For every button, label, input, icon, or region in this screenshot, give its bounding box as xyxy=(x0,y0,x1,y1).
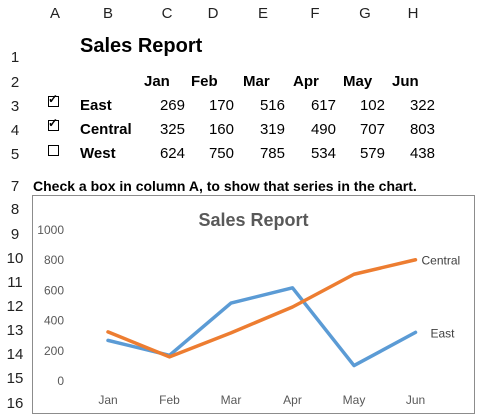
row-header-8[interactable]: 8 xyxy=(10,200,20,218)
x-tick-label: Feb xyxy=(159,393,180,407)
row-header-7[interactable]: 7 xyxy=(10,177,20,195)
row-header-10[interactable]: 10 xyxy=(6,249,24,267)
west-value-may[interactable]: 579 xyxy=(359,145,385,162)
month-header-feb[interactable]: Feb xyxy=(191,73,218,90)
west-value-mar[interactable]: 785 xyxy=(259,145,285,162)
month-header-may[interactable]: May xyxy=(343,73,373,90)
series-line-central[interactable] xyxy=(106,257,418,359)
column-header-a[interactable]: A xyxy=(49,5,60,22)
row-header-4[interactable]: 4 xyxy=(10,121,20,139)
west-value-feb[interactable]: 750 xyxy=(208,145,234,162)
column-header-e[interactable]: E xyxy=(257,5,268,22)
column-header-f[interactable]: F xyxy=(310,5,320,22)
east-checkbox[interactable]: ✓ xyxy=(48,92,59,107)
column-header-g[interactable]: G xyxy=(359,5,371,22)
central-value-apr[interactable]: 490 xyxy=(310,121,336,138)
east-value-feb[interactable]: 170 xyxy=(208,97,234,114)
east-value-may[interactable]: 102 xyxy=(359,97,385,114)
y-tick-label: 600 xyxy=(44,283,64,297)
row-header-1[interactable]: 1 xyxy=(10,48,20,66)
x-tick-label: May xyxy=(343,393,366,407)
month-header-mar[interactable]: Mar xyxy=(243,73,270,90)
row-header-2[interactable]: 2 xyxy=(10,73,20,91)
x-tick-label: Jun xyxy=(406,393,425,407)
central-value-may[interactable]: 707 xyxy=(359,121,385,138)
east-value-mar[interactable]: 516 xyxy=(259,97,285,114)
series-label-central[interactable]: Central xyxy=(80,121,132,138)
check-mark-icon: ✓ xyxy=(48,92,59,106)
chart-title: Sales Report xyxy=(198,210,309,230)
row-header-11[interactable]: 11 xyxy=(7,273,23,291)
row-header-5[interactable]: 5 xyxy=(10,145,20,163)
row-header-9[interactable]: 9 xyxy=(10,225,20,243)
central-value-feb[interactable]: 160 xyxy=(208,121,234,138)
west-value-apr[interactable]: 534 xyxy=(310,145,336,162)
row-header-16[interactable]: 16 xyxy=(6,394,24,412)
east-value-apr[interactable]: 617 xyxy=(310,97,336,114)
check-mark-icon: ✓ xyxy=(48,116,59,130)
x-tick-label: Apr xyxy=(283,393,302,407)
x-tick-label: Jan xyxy=(98,393,117,407)
series-label-west[interactable]: West xyxy=(80,145,116,162)
row-header-3[interactable]: 3 xyxy=(10,97,20,115)
row-header-15[interactable]: 15 xyxy=(6,369,24,387)
series-label-central: Central xyxy=(422,254,461,268)
row-header-14[interactable]: 14 xyxy=(6,345,24,363)
column-header-c[interactable]: C xyxy=(161,5,173,22)
series-label-east: East xyxy=(431,326,456,340)
y-tick-label: 400 xyxy=(44,314,64,328)
month-header-jun[interactable]: Jun xyxy=(392,73,419,90)
y-tick-label: 800 xyxy=(44,253,64,267)
east-value-jun[interactable]: 322 xyxy=(409,97,435,114)
series-label-east[interactable]: East xyxy=(80,97,112,114)
west-value-jun[interactable]: 438 xyxy=(409,145,435,162)
central-value-jan[interactable]: 325 xyxy=(159,121,185,138)
chart-plot: 0 200 400 600 800 1000 Jan Feb Mar Apr May Jun East C… xyxy=(37,223,461,407)
x-tick-label: Mar xyxy=(221,393,242,407)
central-value-jun[interactable]: 803 xyxy=(409,121,435,138)
month-header-apr[interactable]: Apr xyxy=(293,73,319,90)
line-chart[interactable]: Sales Report 0 200 400 600 800 1000 Jan Feb Mar A… xyxy=(32,195,475,414)
series-line-east[interactable] xyxy=(106,286,418,368)
y-tick-label: 0 xyxy=(57,374,64,388)
row-header-12[interactable]: 12 xyxy=(6,297,24,315)
west-value-jan[interactable]: 624 xyxy=(159,145,185,162)
month-header-jan[interactable]: Jan xyxy=(144,73,170,90)
west-checkbox[interactable] xyxy=(48,145,59,156)
y-tick-label: 200 xyxy=(44,344,64,358)
central-value-mar[interactable]: 319 xyxy=(259,121,285,138)
central-checkbox[interactable]: ✓ xyxy=(48,116,59,131)
instruction-text[interactable]: Check a box in column A, to show that se… xyxy=(33,178,417,194)
column-header-h[interactable]: H xyxy=(407,5,419,22)
report-title[interactable]: Sales Report xyxy=(80,35,203,57)
column-header-b[interactable]: B xyxy=(102,5,113,22)
east-value-jan[interactable]: 269 xyxy=(159,97,185,114)
y-tick-label: 1000 xyxy=(37,223,64,237)
column-header-d[interactable]: D xyxy=(207,5,219,22)
row-header-13[interactable]: 13 xyxy=(6,321,24,339)
